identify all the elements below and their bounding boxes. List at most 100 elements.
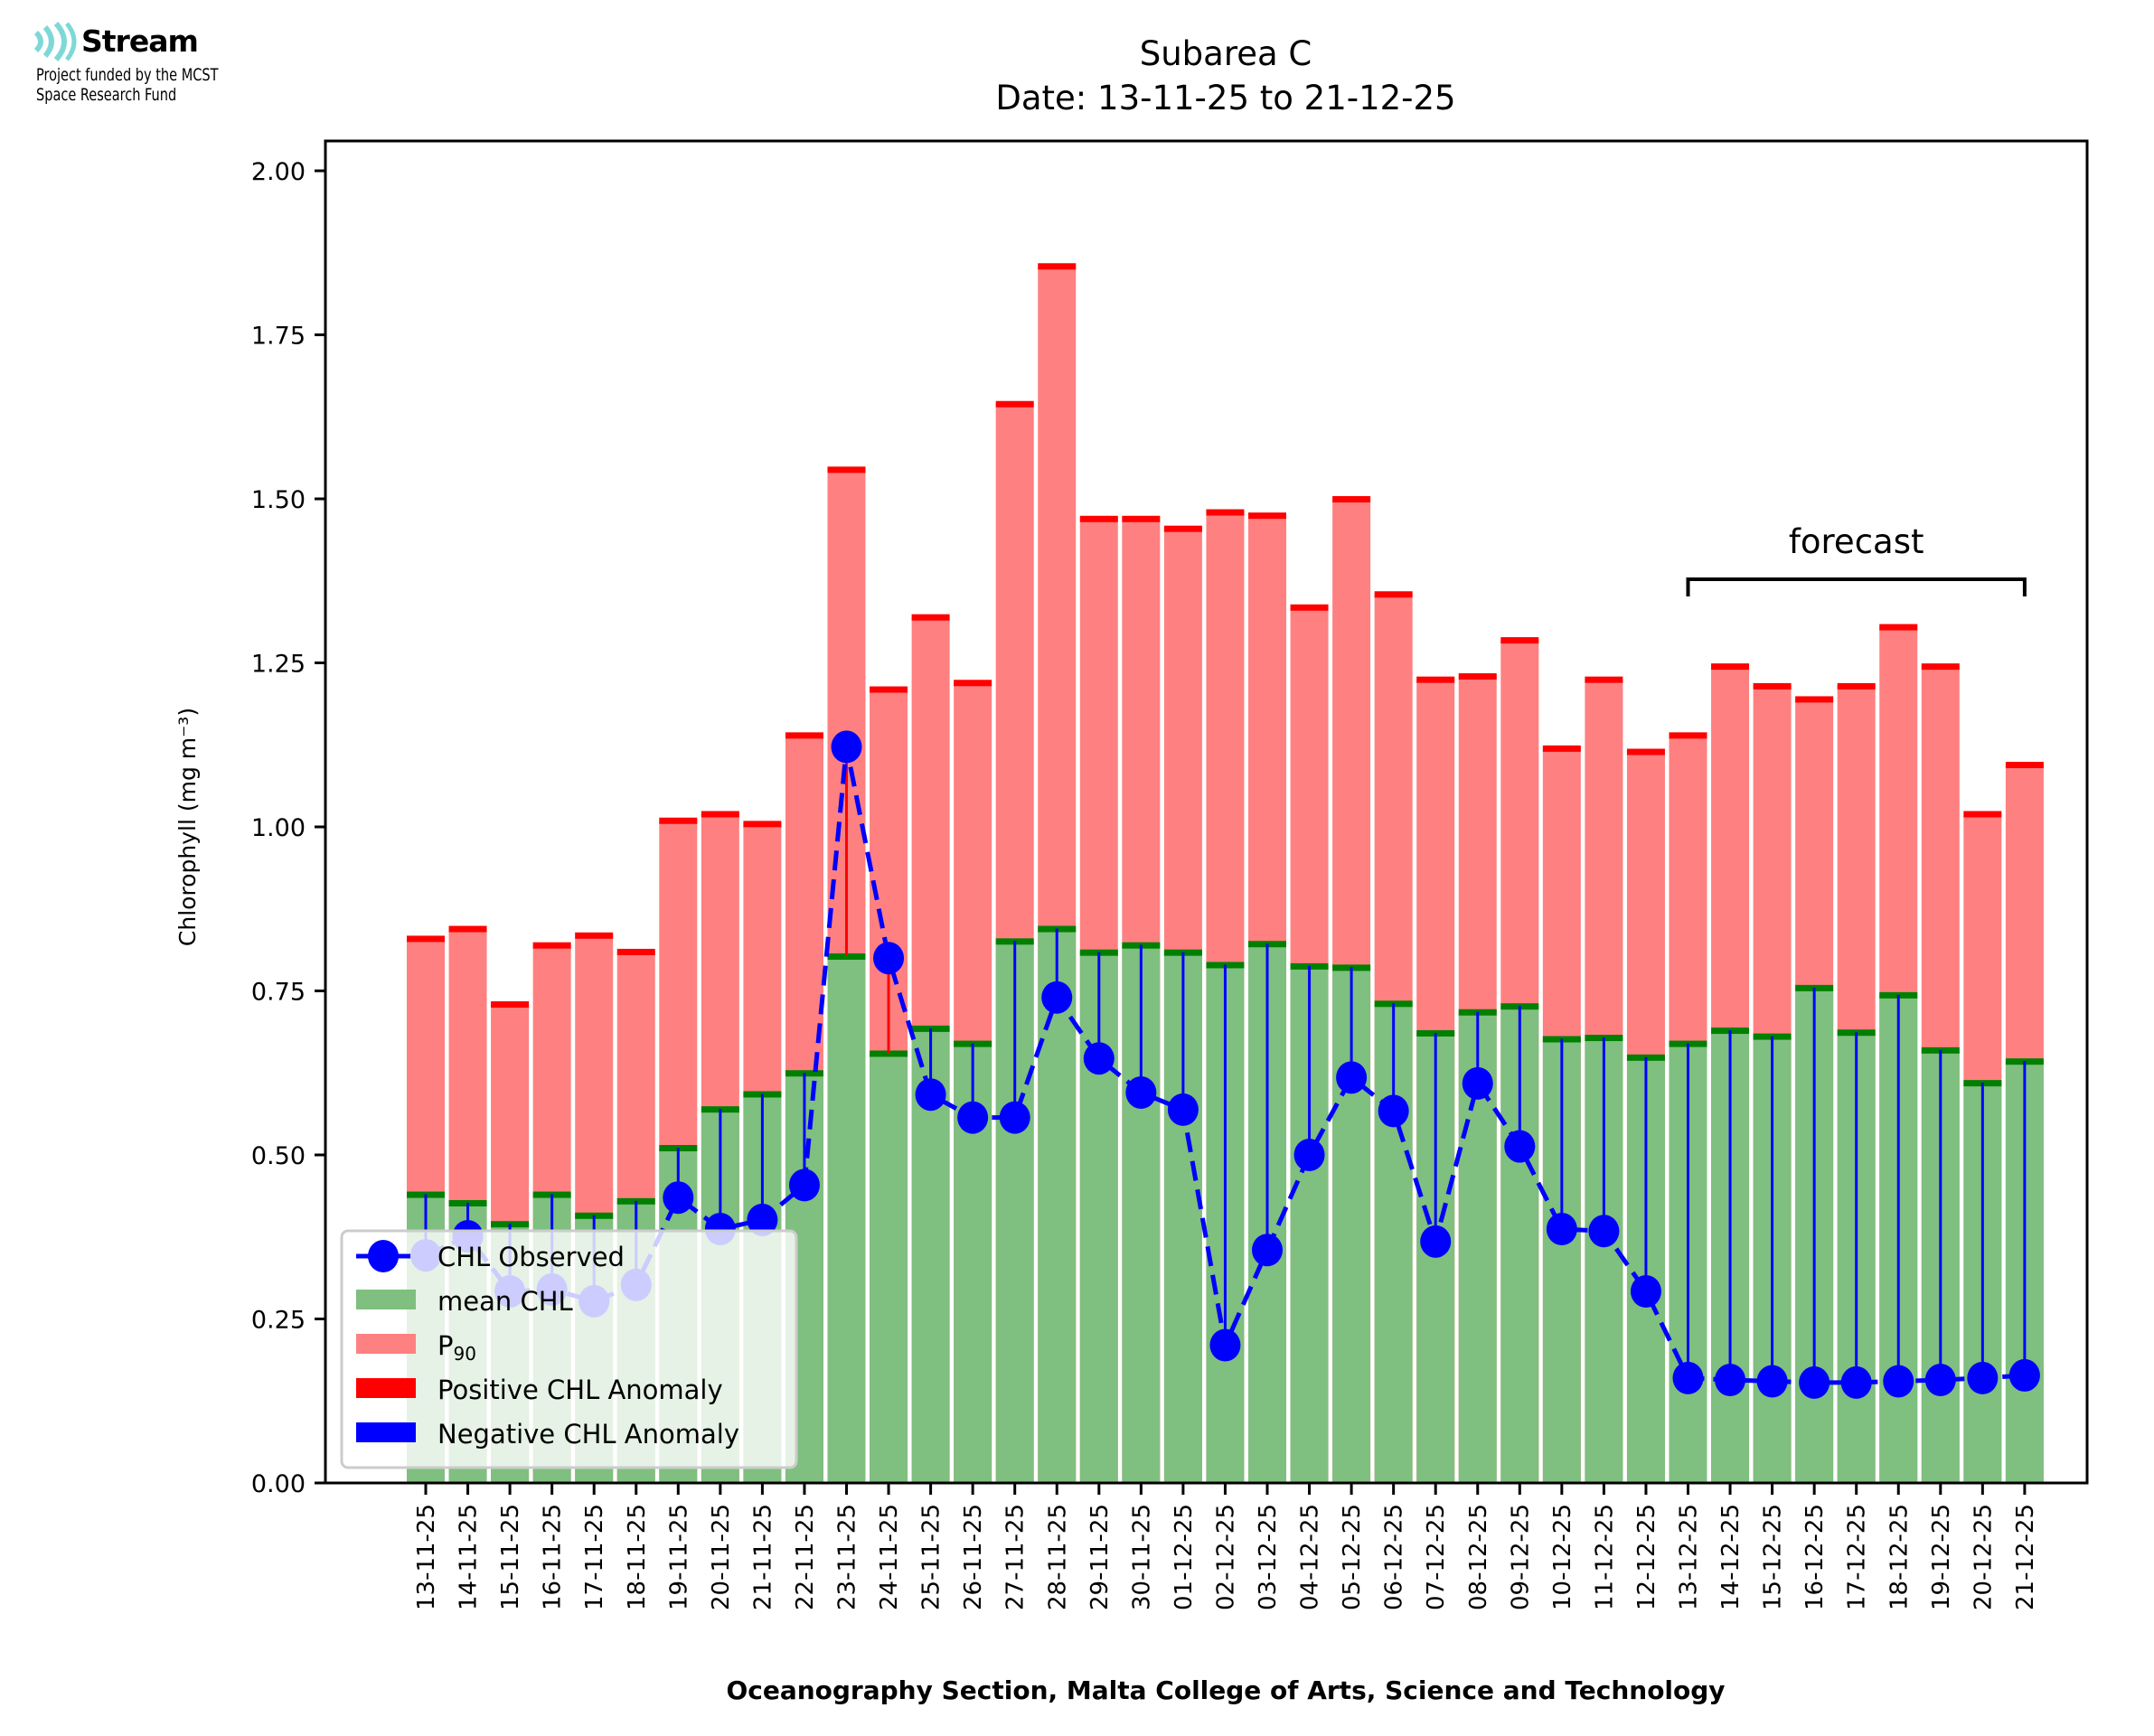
p90-top-line — [1374, 591, 1413, 598]
x-tick-label: 30-11-25 — [1128, 1504, 1155, 1610]
observed-point — [1041, 981, 1073, 1014]
observed-point — [1840, 1365, 1872, 1399]
observed-point — [1125, 1076, 1157, 1110]
legend-swatch — [356, 1422, 416, 1442]
observed-point — [1209, 1328, 1241, 1362]
y-axis: 0.00 0.25 0.50 0.75 1.00 1.25 1.50 1.75 2.00 — [251, 158, 325, 1498]
legend-label: CHL Observed — [437, 1242, 625, 1272]
observed-point — [1588, 1215, 1620, 1248]
p90-top-line — [1038, 263, 1077, 270]
p90-top-line — [1163, 525, 1202, 532]
forecast-annotation: forecast — [1686, 522, 2027, 596]
y-tick-label: 0.75 — [251, 979, 306, 1007]
mean-top-line — [870, 1050, 908, 1057]
x-tick-label: 17-12-25 — [1844, 1504, 1871, 1610]
observed-point — [1462, 1066, 1493, 1100]
observed-point — [1083, 1042, 1115, 1075]
legend: CHL Observed mean CHL P90 Positive CHL A… — [340, 1229, 798, 1469]
forecast-label: forecast — [1789, 522, 1924, 561]
x-tick-label: 16-11-25 — [540, 1504, 567, 1610]
x-tick-label: 15-12-25 — [1760, 1504, 1787, 1610]
p90-top-line — [1585, 676, 1623, 683]
mean-chl-bar — [1038, 928, 1077, 1483]
p90-top-line — [785, 732, 823, 739]
p90-top-line — [701, 811, 739, 818]
y-tick-label: 1.50 — [251, 486, 306, 514]
y-axis-label: Chlorophyll (mg m⁻³) — [174, 708, 201, 946]
legend-label-subscript: 90 — [454, 1343, 476, 1365]
x-axis: 13-11-25 14-11-25 15-11-25 16-11-25 17-11-25… — [413, 1483, 2039, 1610]
chart-title: Subarea C — [1140, 34, 1312, 73]
legend-swatch — [356, 1290, 416, 1309]
p90-top-line — [1332, 496, 1371, 502]
x-tick-label: 25-11-25 — [918, 1504, 945, 1610]
x-tick-label: 14-12-25 — [1717, 1504, 1745, 1610]
observed-point — [1336, 1061, 1368, 1094]
p90-top-line — [995, 400, 1034, 408]
p90-top-line — [1542, 745, 1581, 752]
stream-logo-icon — [33, 21, 78, 62]
x-tick-label: 14-11-25 — [456, 1504, 483, 1610]
p90-top-line — [491, 1001, 530, 1009]
legend-item-p90: P90 — [356, 1330, 476, 1365]
observed-point — [1167, 1093, 1199, 1126]
p90-top-line — [1206, 509, 1245, 516]
p90-top-line — [911, 614, 950, 621]
observed-point — [1630, 1275, 1661, 1309]
p90-top-line — [1122, 515, 1161, 522]
legend-item-negative-anomaly: Negative CHL Anomaly — [356, 1419, 739, 1450]
observed-point — [1924, 1364, 1956, 1397]
y-tick-label: 1.75 — [251, 323, 306, 351]
p90-top-line — [1248, 512, 1286, 520]
p90-top-line — [1753, 682, 1792, 690]
x-tick-label: 13-12-25 — [1676, 1504, 1703, 1610]
x-tick-label: 05-12-25 — [1339, 1504, 1366, 1610]
legend-item-mean-chl: mean CHL — [356, 1286, 573, 1317]
legend-label: mean CHL — [437, 1286, 573, 1317]
y-tick-label: 1.25 — [251, 651, 306, 679]
x-tick-label: 18-11-25 — [624, 1504, 651, 1610]
x-tick-label: 10-12-25 — [1549, 1504, 1576, 1610]
p90-top-line — [575, 932, 614, 939]
observed-point — [1293, 1139, 1325, 1171]
observed-point — [1883, 1365, 1914, 1398]
x-tick-label: 06-12-25 — [1381, 1504, 1408, 1610]
legend-item-positive-anomaly: Positive CHL Anomaly — [356, 1375, 723, 1405]
observed-point — [2008, 1358, 2040, 1392]
observed-point — [1799, 1365, 1830, 1399]
y-tick-label: 0.50 — [251, 1142, 306, 1170]
stream-logo: Stream Project funded by the MCST Space … — [33, 21, 218, 105]
p90-top-line — [448, 925, 487, 933]
x-tick-label: 23-11-25 — [834, 1504, 861, 1610]
observed-point — [1420, 1225, 1452, 1258]
forecast-bracket — [1686, 577, 2027, 596]
y-tick-label: 2.00 — [251, 158, 306, 186]
p90-top-line — [1458, 673, 1497, 680]
observed-point — [663, 1181, 694, 1215]
p90-top-line — [1290, 604, 1329, 611]
p90-top-line — [532, 942, 571, 949]
x-tick-label: 12-12-25 — [1633, 1504, 1660, 1610]
observed-point — [1967, 1361, 1999, 1394]
legend-swatch — [356, 1378, 416, 1398]
p90-top-line — [407, 935, 445, 943]
x-tick-label: 15-11-25 — [497, 1504, 524, 1610]
p90-top-line — [1921, 663, 1960, 671]
x-tick-label: 17-11-25 — [581, 1504, 608, 1610]
logo-brand: Stream — [81, 23, 199, 59]
observed-point — [1504, 1130, 1536, 1163]
legend-swatch — [356, 1334, 416, 1354]
plot-frame — [324, 139, 2089, 1485]
legend-label: Negative CHL Anomaly — [437, 1419, 739, 1450]
legend-item-chl-observed: CHL Observed — [356, 1240, 625, 1272]
x-axis-label: Oceanography Section, Malta College of A… — [726, 1675, 1725, 1705]
x-tick-label: 27-11-25 — [1002, 1504, 1030, 1610]
observed-point — [1715, 1364, 1746, 1397]
legend-label-main: P — [437, 1330, 454, 1361]
x-tick-label: 19-12-25 — [1928, 1504, 1955, 1610]
p90-top-line — [1879, 624, 1918, 631]
p90-top-line — [1416, 676, 1455, 683]
x-tick-label: 08-12-25 — [1465, 1504, 1492, 1610]
logo-funding-line-2: Space Research Fund — [36, 85, 177, 105]
